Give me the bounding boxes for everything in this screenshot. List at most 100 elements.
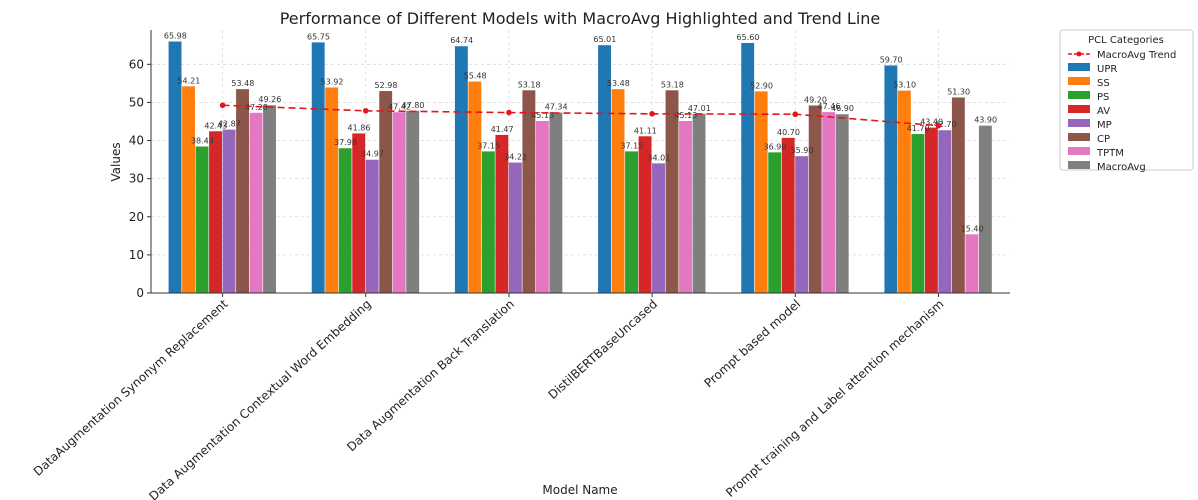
- bar-macroavg: [406, 110, 420, 294]
- bar-upr: [741, 42, 755, 294]
- y-tick-label: 40: [129, 134, 144, 148]
- bar-ps: [338, 148, 352, 293]
- bar-cp: [379, 91, 393, 293]
- legend-label: MP: [1097, 120, 1112, 131]
- x-tick-label: Data Augmentation Contextual Word Embedd…: [146, 297, 373, 500]
- bar-av: [352, 133, 366, 293]
- bar-mp: [652, 163, 665, 293]
- y-tick-label: 60: [129, 57, 144, 71]
- data-label: 46.90: [831, 104, 854, 113]
- data-label: 49.20: [804, 95, 827, 104]
- trend-point: [935, 122, 942, 129]
- data-label: 53.10: [893, 81, 916, 90]
- y-axis-ticks: 0 10 20 30 40 50 60: [129, 57, 151, 300]
- bar-av: [209, 131, 222, 293]
- bar-ps: [911, 134, 925, 293]
- bar-tptm: [392, 112, 406, 293]
- bar-cp: [951, 97, 965, 294]
- bar-cp: [665, 90, 679, 293]
- x-tick-label: Data Augmentation Back Translation: [344, 297, 517, 454]
- bar-ps: [768, 152, 782, 293]
- legend-label: MacroAvg Trend: [1097, 50, 1176, 61]
- y-axis-label: Values: [109, 142, 123, 181]
- legend-swatch-macroavg: [1068, 161, 1090, 169]
- data-label: 53.48: [607, 79, 630, 88]
- bar-ss: [468, 81, 482, 294]
- data-label: 41.86: [348, 123, 371, 132]
- bars: [168, 41, 992, 294]
- bar-mp: [795, 156, 809, 293]
- legend-swatch-cp: [1068, 133, 1090, 141]
- bar-tptm: [965, 234, 979, 293]
- data-label: 42.43: [204, 121, 227, 130]
- data-label: 53.18: [661, 80, 684, 89]
- legend-marker-trend: [1076, 51, 1082, 57]
- legend-box: [1059, 29, 1194, 171]
- data-label: 47.34: [545, 103, 568, 112]
- data-label: 37.98: [334, 138, 357, 147]
- axes: [150, 30, 1010, 294]
- grid-lines: [151, 30, 1010, 294]
- data-label: 42.87: [218, 120, 241, 129]
- data-label: 41.47: [491, 125, 514, 134]
- y-tick-label: 30: [129, 172, 144, 186]
- trend-point: [506, 109, 512, 116]
- trend-point: [219, 102, 226, 109]
- data-label: 59.70: [880, 55, 903, 64]
- legend-label: TPTM: [1096, 148, 1124, 159]
- x-tick-label: Prompt training and Label attention mech…: [723, 297, 946, 500]
- data-label: 53.48: [231, 79, 254, 88]
- x-axis-label: Model Name: [542, 483, 617, 497]
- chart-title: Performance of Different Models with Mac…: [280, 9, 881, 28]
- legend-swatch-upr: [1068, 63, 1090, 71]
- bar-ss: [325, 87, 339, 293]
- bar-tptm: [535, 120, 549, 293]
- data-label: 45.13: [531, 111, 554, 120]
- bar-ss: [897, 90, 911, 294]
- legend-label: PS: [1097, 92, 1109, 103]
- y-tick-label: 50: [129, 95, 144, 109]
- legend-title: PCL Categories: [1088, 35, 1164, 46]
- bar-tptm: [249, 112, 263, 293]
- y-tick-label: 0: [136, 286, 144, 300]
- data-label: 47.46: [818, 102, 841, 111]
- bar-tptm: [679, 120, 692, 293]
- bar-mp: [508, 162, 522, 293]
- data-label: 42.70: [934, 120, 957, 129]
- bar-ps: [481, 151, 495, 293]
- bar-cp: [236, 89, 249, 293]
- legend-label: SS: [1097, 78, 1110, 89]
- legend-label: CP: [1097, 134, 1110, 145]
- bar-ss: [182, 86, 195, 294]
- data-label: 34.97: [361, 150, 384, 159]
- bar-macroavg: [263, 105, 276, 293]
- legend-swatch-tptm: [1068, 147, 1090, 155]
- legend-swatch-ps: [1068, 91, 1090, 99]
- legend-swatch-mp: [1068, 119, 1090, 127]
- data-label: 65.75: [307, 32, 330, 41]
- bar-macroavg: [835, 114, 849, 293]
- x-tick-label: DistilBERTBaseUncased: [545, 297, 660, 402]
- data-label: 65.01: [593, 35, 616, 44]
- data-label: 53.18: [518, 80, 541, 89]
- bar-upr: [168, 41, 182, 293]
- bar-av: [781, 137, 795, 293]
- data-label: 52.98: [375, 81, 398, 90]
- x-axis-ticks: DataAugmentation Synonym ReplacementData…: [31, 293, 946, 500]
- legend-swatch-ss: [1068, 77, 1090, 85]
- trend-point: [649, 111, 655, 117]
- data-label: 36.90: [764, 142, 787, 151]
- trend-line: [219, 102, 942, 129]
- bar-upr: [311, 42, 325, 293]
- bar-av: [924, 127, 938, 293]
- data-label: 47.80: [402, 101, 425, 110]
- data-label: 55.48: [464, 72, 487, 81]
- bar-ps: [625, 151, 638, 293]
- bar-av: [495, 134, 509, 293]
- y-tick-label: 10: [129, 248, 144, 262]
- bar-tptm: [822, 112, 836, 293]
- data-label: 43.90: [974, 116, 997, 125]
- bar-macroavg: [692, 113, 706, 293]
- bar-macroavg: [549, 112, 563, 293]
